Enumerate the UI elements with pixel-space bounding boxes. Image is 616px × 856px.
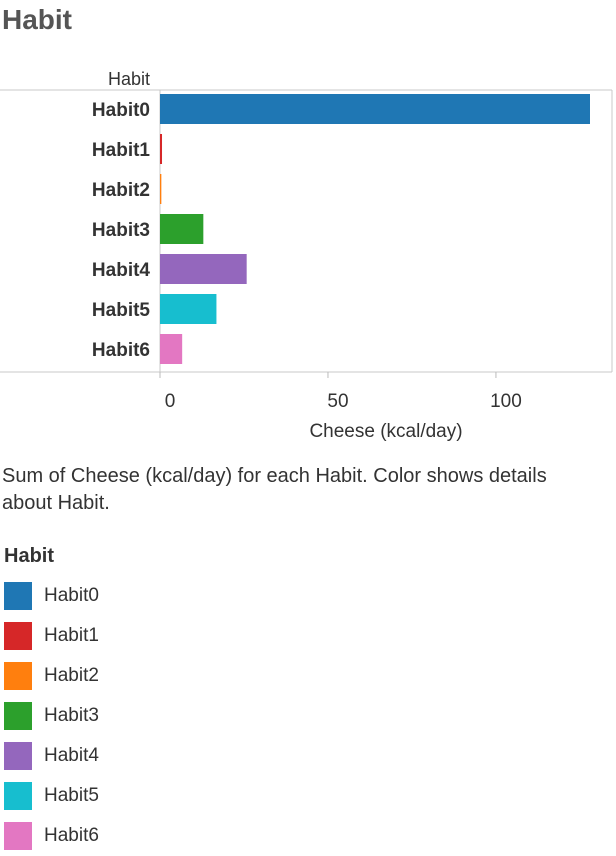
category-label: Habit3	[92, 220, 150, 241]
bar-habit6	[160, 334, 183, 364]
legend-item[interactable]: Habit6	[4, 816, 304, 856]
bar-habit0	[160, 94, 590, 124]
legend-label: Habit3	[44, 705, 99, 726]
x-tick-label: 50	[327, 391, 348, 412]
legend-swatch	[4, 822, 32, 850]
category-label: Habit1	[92, 140, 151, 161]
legend-item[interactable]: Habit3	[4, 696, 304, 736]
legend-label: Habit4	[44, 745, 99, 766]
legend: Habit Habit0 Habit1 Habit2 Habit3 Habit4 Habi…	[4, 544, 304, 856]
x-axis-label: Cheese (kcal/day)	[309, 421, 462, 442]
legend-swatch	[4, 622, 32, 650]
legend-label: Habit6	[44, 825, 99, 846]
bar-habit3	[160, 214, 204, 244]
x-tick-label: 100	[490, 391, 522, 412]
bar-habit5	[160, 294, 217, 324]
category-label: Habit0	[92, 100, 150, 121]
legend-swatch	[4, 582, 32, 610]
x-tick-label: 0	[165, 391, 176, 412]
legend-item[interactable]: Habit5	[4, 776, 304, 816]
bar-habit1	[160, 134, 163, 164]
row-header: Habit	[108, 69, 150, 89]
legend-swatch	[4, 702, 32, 730]
bar-chart: Habit Habit0 Habit1 Habit2 Habit3 Habit4 Habi…	[0, 69, 613, 442]
legend-label: Habit0	[44, 585, 99, 606]
legend-swatch	[4, 742, 32, 770]
bar-habit2	[160, 174, 162, 204]
category-label: Habit4	[92, 260, 151, 281]
page-title: Habit	[2, 4, 72, 35]
legend-label: Habit1	[44, 625, 99, 646]
legend-item[interactable]: Habit0	[4, 576, 304, 616]
legend-swatch	[4, 782, 32, 810]
legend-item[interactable]: Habit2	[4, 656, 304, 696]
chart-caption: Sum of Cheese (kcal/day) for each Habit.…	[2, 465, 547, 514]
category-label: Habit5	[92, 300, 151, 321]
legend-item[interactable]: Habit4	[4, 736, 304, 776]
legend-label: Habit5	[44, 785, 99, 806]
legend-item[interactable]: Habit1	[4, 616, 304, 656]
legend-label: Habit2	[44, 665, 99, 686]
category-label: Habit2	[92, 180, 150, 201]
legend-swatch	[4, 662, 32, 690]
bar-habit4	[160, 254, 247, 284]
category-label: Habit6	[92, 340, 150, 361]
legend-title: Habit	[4, 545, 54, 567]
